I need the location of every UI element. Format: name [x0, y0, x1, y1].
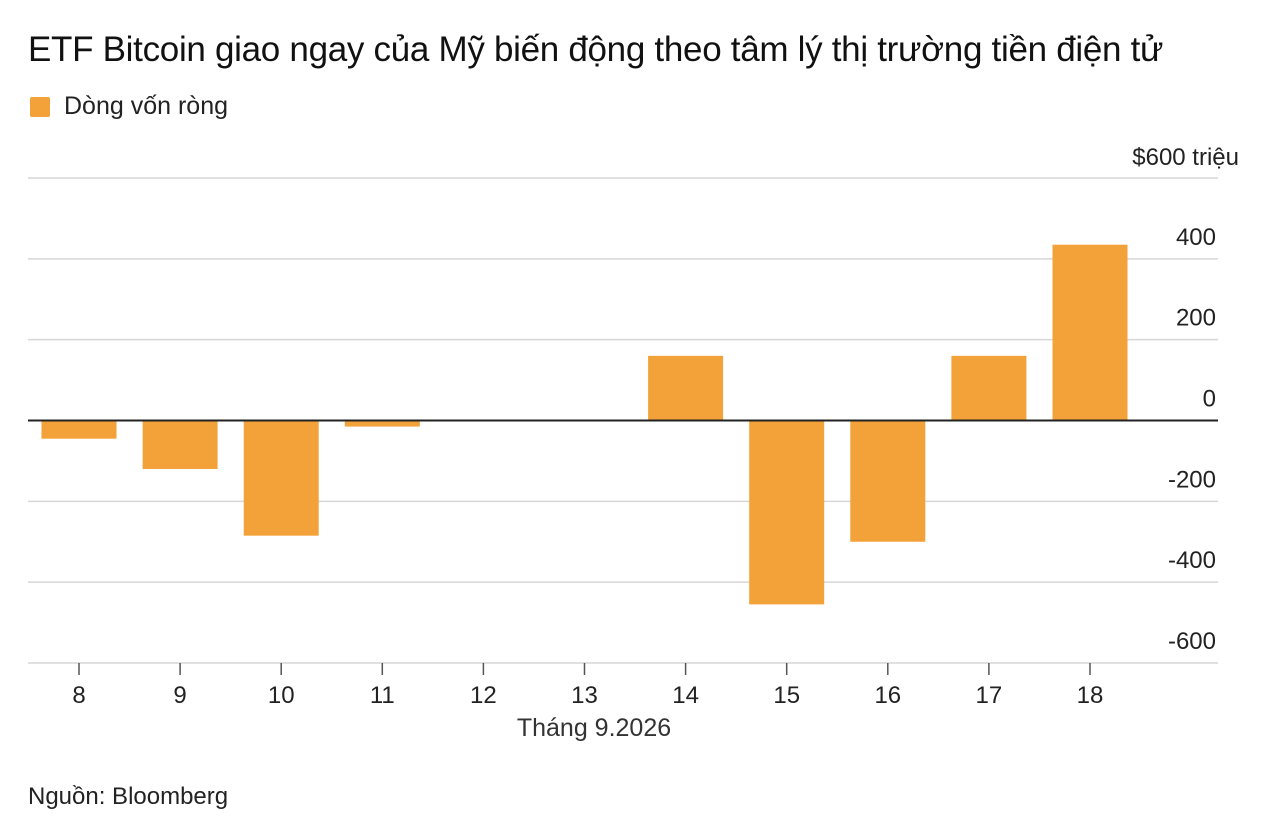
bar [243, 420, 319, 536]
x-tick-label: 17 [976, 682, 1003, 709]
y-tick-label: -600 [1168, 628, 1216, 655]
x-tick-label: 8 [72, 682, 85, 709]
bar [951, 355, 1027, 421]
bar [41, 420, 117, 439]
y-tick-label: 0 [1203, 386, 1216, 413]
y-tick-label: $600 triệu [1132, 144, 1239, 171]
legend-swatch [30, 96, 50, 117]
x-tick-label: 13 [571, 682, 598, 709]
chart-title: ETF Bitcoin giao ngay của Mỹ biến động t… [28, 30, 1164, 69]
x-tick-label: 14 [672, 682, 699, 709]
legend-label: Dòng vốn ròng [64, 92, 229, 120]
x-tick-label: 10 [268, 682, 295, 709]
bar [1052, 244, 1128, 421]
bar [142, 420, 218, 469]
y-tick-label: -400 [1168, 547, 1216, 574]
y-tick-label: 200 [1176, 305, 1216, 332]
bar [749, 420, 825, 605]
x-tick-label: 9 [173, 682, 186, 709]
legend: Dòng vốn ròng [30, 92, 228, 121]
bar [344, 420, 420, 427]
bar [648, 355, 724, 421]
x-axis-label: Tháng 9.2026 [517, 714, 671, 742]
y-tick-label: -200 [1168, 466, 1216, 493]
x-tick-label: 11 [370, 682, 395, 709]
x-tick-label: 12 [470, 682, 497, 709]
y-tick-label: 400 [1176, 224, 1216, 251]
x-tick-label: 15 [773, 682, 800, 709]
source-note: Nguồn: Bloomberg [28, 783, 229, 810]
x-tick-label: 18 [1077, 682, 1104, 709]
bar [850, 420, 926, 542]
x-tick-label: 16 [874, 682, 901, 709]
